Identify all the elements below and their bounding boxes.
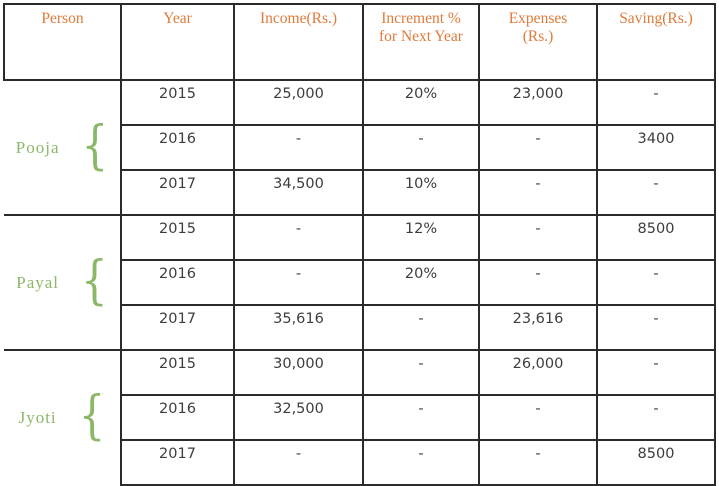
table-row: Pooja { 2015 25,000 20% 23,000 - bbox=[4, 80, 716, 216]
table-row: 2017 34,500 10% - - bbox=[4, 170, 716, 216]
person-name: Jyoti bbox=[18, 408, 57, 427]
cell-expenses: - bbox=[479, 125, 598, 171]
cell-year: 2015 bbox=[121, 215, 235, 261]
cell-increment: - bbox=[363, 440, 480, 486]
cell-year: 2015 bbox=[121, 350, 235, 396]
cell-saving: 8500 bbox=[597, 215, 716, 261]
person-name: Payal bbox=[16, 272, 60, 292]
cell-expenses: - bbox=[479, 260, 598, 306]
table-row: 2016 - 20% - - bbox=[4, 260, 716, 306]
person-cell-jyoti: Jyoti { bbox=[4, 350, 122, 485]
cell-expenses: - bbox=[479, 395, 598, 441]
person-cell-pooja: Pooja { bbox=[4, 80, 122, 216]
cell-income: 34,500 bbox=[234, 170, 364, 216]
cell-expenses: - bbox=[479, 215, 598, 261]
cell-saving: 8500 bbox=[597, 440, 716, 486]
curly-brace-icon: { bbox=[81, 113, 109, 175]
header-label-line2: (Rs.) bbox=[522, 28, 554, 45]
cell-increment: 12% bbox=[363, 215, 480, 261]
header-label: Expenses bbox=[508, 10, 568, 27]
cell-increment: 10% bbox=[363, 170, 480, 216]
cell-saving: - bbox=[597, 350, 716, 396]
person-cell-payal: Payal { bbox=[4, 215, 122, 351]
cell-saving: 3400 bbox=[597, 125, 716, 171]
cell-income: 32,500 bbox=[234, 395, 364, 441]
header-row: Person Year Income(Rs.) Increment % for … bbox=[3, 3, 716, 81]
person-wrap: Jyoti { bbox=[5, 389, 119, 442]
cell-income: - bbox=[234, 440, 364, 486]
cell-year: 2016 bbox=[121, 260, 235, 306]
column-header-expenses: Expenses (Rs.) bbox=[479, 3, 598, 81]
header-label: Person bbox=[41, 10, 84, 27]
cell-income: 25,000 bbox=[234, 80, 364, 126]
cell-saving: - bbox=[597, 395, 716, 441]
cell-income: - bbox=[234, 260, 364, 306]
cell-increment: - bbox=[363, 125, 480, 171]
column-header-year: Year bbox=[121, 3, 235, 81]
document-page: Person Year Income(Rs.) Increment % for … bbox=[0, 3, 719, 486]
cell-saving: - bbox=[597, 260, 716, 306]
header-label: Increment % bbox=[381, 10, 461, 27]
person-name: Pooja bbox=[15, 137, 60, 157]
cell-income: - bbox=[234, 215, 364, 261]
cell-year: 2016 bbox=[121, 395, 235, 441]
table-row: 2017 35,616 - 23,616 - bbox=[4, 305, 716, 351]
cell-increment: - bbox=[363, 350, 480, 396]
cell-expenses: 23,616 bbox=[479, 305, 598, 351]
cell-year: 2017 bbox=[121, 305, 235, 351]
cell-year: 2017 bbox=[121, 170, 235, 216]
cell-expenses: 23,000 bbox=[479, 80, 598, 126]
cell-saving: - bbox=[597, 170, 716, 216]
curly-brace-icon: { bbox=[81, 248, 108, 310]
column-header-person: Person bbox=[3, 3, 122, 81]
header-label: Year bbox=[163, 10, 192, 27]
person-wrap: Pooja { bbox=[5, 118, 119, 171]
cell-year: 2015 bbox=[121, 80, 235, 126]
table-row: 2016 - - - 3400 bbox=[4, 125, 716, 171]
person-wrap: Payal { bbox=[5, 253, 119, 306]
cell-year: 2016 bbox=[121, 125, 235, 171]
cell-expenses: 26,000 bbox=[479, 350, 598, 396]
header-label-line2: for Next Year bbox=[379, 28, 463, 45]
header-label: Income(Rs.) bbox=[259, 10, 338, 27]
cell-increment: - bbox=[363, 395, 480, 441]
table-row: Payal { 2015 - 12% - 8500 bbox=[4, 215, 716, 351]
cell-increment: 20% bbox=[363, 80, 480, 126]
header-label: Saving(Rs.) bbox=[619, 10, 693, 27]
cell-year: 2017 bbox=[121, 440, 235, 486]
cell-saving: - bbox=[597, 80, 716, 126]
cell-expenses: - bbox=[479, 170, 598, 216]
savings-table: Person Year Income(Rs.) Increment % for … bbox=[3, 3, 716, 486]
cell-increment: - bbox=[363, 305, 480, 351]
curly-brace-icon: { bbox=[78, 384, 106, 446]
column-header-income: Income(Rs.) bbox=[234, 3, 364, 81]
column-header-increment: Increment % for Next Year bbox=[363, 3, 480, 81]
cell-income: 35,616 bbox=[234, 305, 364, 351]
cell-expenses: - bbox=[479, 440, 598, 486]
cell-income: 30,000 bbox=[234, 350, 364, 396]
cell-increment: 20% bbox=[363, 260, 480, 306]
cell-income: - bbox=[234, 125, 364, 171]
column-header-saving: Saving(Rs.) bbox=[597, 3, 716, 81]
table-row: Jyoti { 2015 30,000 - 26,000 - bbox=[4, 350, 716, 485]
cell-saving: - bbox=[597, 305, 716, 351]
